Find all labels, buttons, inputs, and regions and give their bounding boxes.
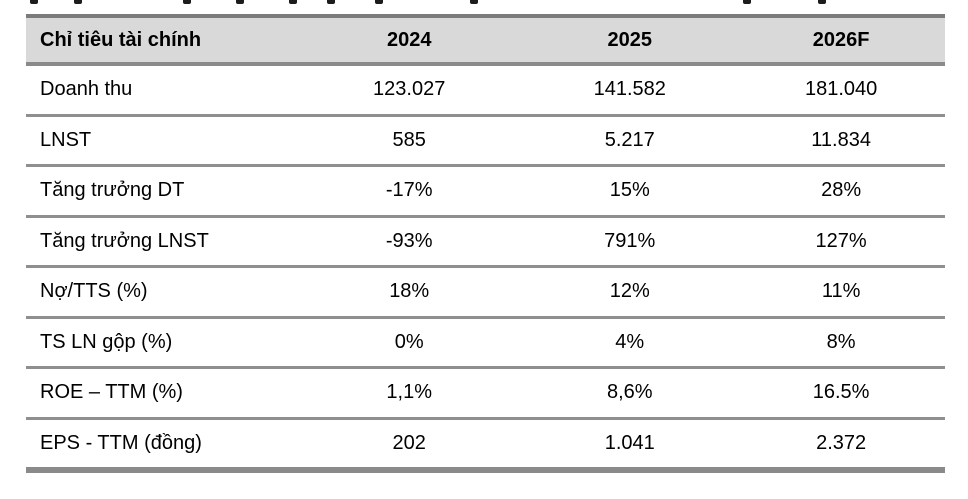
cell-value: 127% xyxy=(815,229,867,252)
cell-value: 18% xyxy=(389,280,430,303)
table-row: Tăng trưởng LNST -93% 791% 127% xyxy=(26,217,945,268)
cell-value: 1.041 xyxy=(604,431,655,454)
cell-value: 141.582 xyxy=(593,78,666,101)
cropped-caption-fragment xyxy=(470,0,478,4)
table-row: Doanh thu 123.027 141.582 181.040 xyxy=(26,66,945,117)
cropped-caption-fragment xyxy=(743,0,751,4)
table-header-row: Chỉ tiêu tài chính 2024 2025 2026F xyxy=(26,18,945,66)
cell-value: 4% xyxy=(615,330,645,353)
cell-value: -93% xyxy=(385,229,433,252)
cropped-caption-fragment xyxy=(183,0,191,4)
row-label: TS LN gộp (%) xyxy=(40,330,173,353)
cell-value: 5.217 xyxy=(604,128,655,151)
cell-value: 8% xyxy=(826,330,856,353)
cell-value: 8,6% xyxy=(606,381,653,404)
column-header-metric: Chỉ tiêu tài chính xyxy=(40,28,202,51)
financial-table: Chỉ tiêu tài chính 2024 2025 2026F Doanh th… xyxy=(26,14,945,473)
cell-value: 16.5% xyxy=(812,381,870,404)
table-row: TS LN gộp (%) 0% 4% 8% xyxy=(26,318,945,369)
table-row: ROE – TTM (%) 1,1% 8,6% 16.5% xyxy=(26,369,945,420)
cropped-caption-fragment xyxy=(236,0,244,4)
table-row: Tăng trưởng DT -17% 15% 28% xyxy=(26,167,945,218)
cropped-caption-fragment xyxy=(289,0,297,4)
table-body: Doanh thu 123.027 141.582 181.040 LNST 585 5.2… xyxy=(26,66,945,467)
row-label: Tăng trưởng LNST xyxy=(40,229,209,252)
cell-value: 181.040 xyxy=(804,78,878,101)
cell-value: 2.372 xyxy=(816,431,867,454)
cell-value: 791% xyxy=(604,229,656,252)
row-label: Nợ/TTS (%) xyxy=(40,280,148,303)
table-bottom-border xyxy=(26,467,945,473)
column-header-year: 2025 xyxy=(607,28,653,51)
row-label: Doanh thu xyxy=(40,78,133,101)
cropped-caption-fragment xyxy=(74,0,82,4)
cell-value: 11% xyxy=(821,280,861,303)
table-row: Nợ/TTS (%) 18% 12% 11% xyxy=(26,268,945,319)
cell-value: 202 xyxy=(392,431,426,454)
table-top-border xyxy=(26,14,945,18)
cell-value: -17% xyxy=(385,179,433,202)
cell-value: 123.027 xyxy=(373,78,446,101)
cell-value: 15% xyxy=(609,179,650,202)
row-label: EPS - TTM (đồng) xyxy=(40,431,202,454)
cell-value: 585 xyxy=(392,128,426,151)
column-header-year: 2026F xyxy=(812,28,870,51)
cropped-caption-fragments xyxy=(0,0,968,7)
row-label: ROE – TTM (%) xyxy=(40,381,183,404)
table-row: LNST 585 5.217 11.834 xyxy=(26,116,945,167)
cropped-caption-fragment xyxy=(327,0,335,4)
column-header-year: 2024 xyxy=(386,28,432,51)
row-label: Tăng trưởng DT xyxy=(40,179,185,202)
row-label: LNST xyxy=(40,128,92,151)
cropped-caption-fragment xyxy=(818,0,826,4)
cell-value: 0% xyxy=(394,330,424,353)
cell-value: 11.834 xyxy=(811,128,871,151)
cropped-caption-fragment xyxy=(30,0,38,4)
cropped-caption-fragment xyxy=(375,0,383,4)
cell-value: 12% xyxy=(609,280,650,303)
table-row: EPS - TTM (đồng) 202 1.041 2.372 xyxy=(26,419,945,467)
cell-value: 28% xyxy=(821,179,862,202)
cell-value: 1,1% xyxy=(386,381,432,404)
